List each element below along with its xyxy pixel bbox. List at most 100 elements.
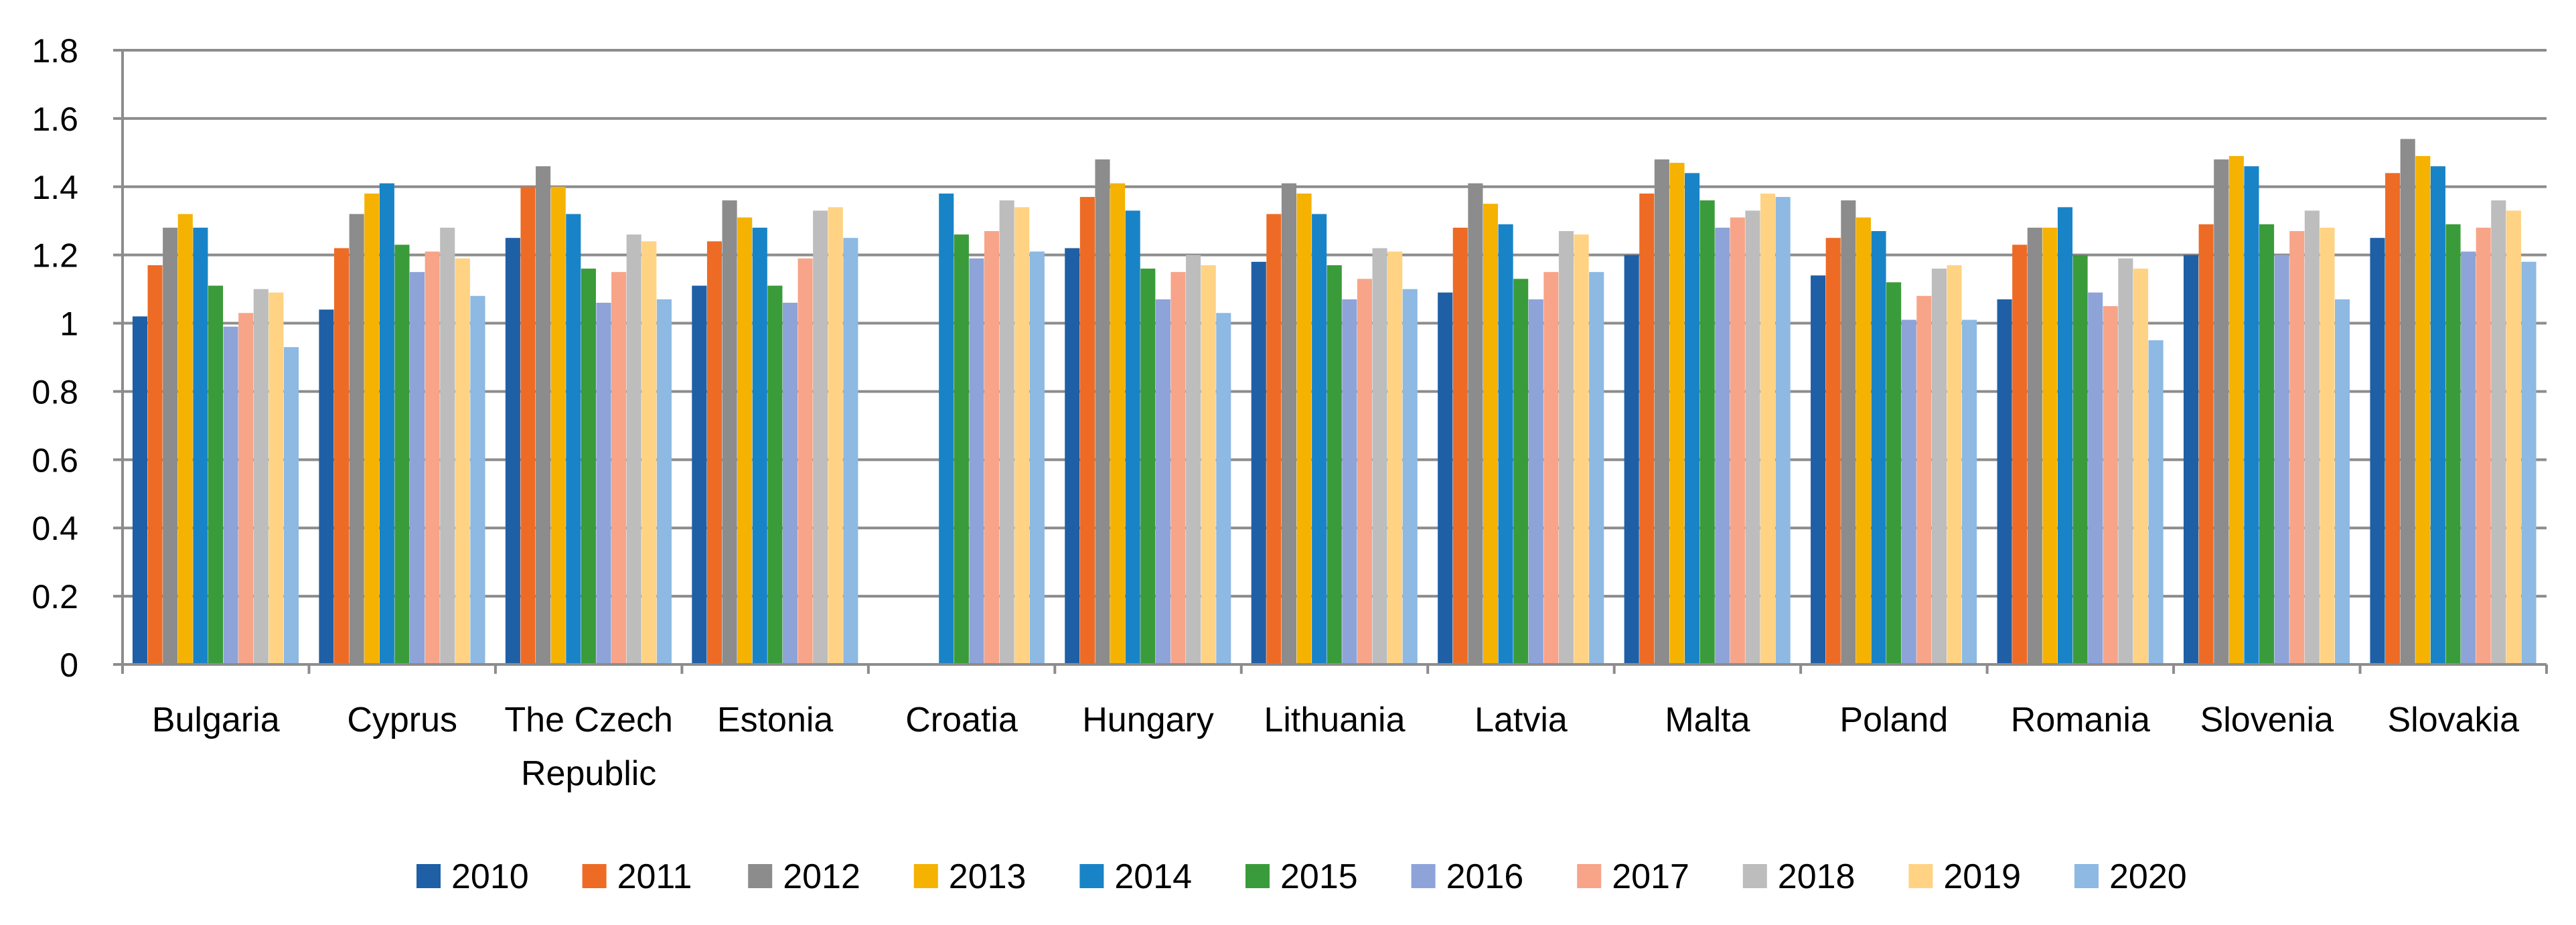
bar-2011 <box>1079 197 1095 664</box>
bar-2012 <box>722 200 737 664</box>
bar-2015 <box>2445 224 2461 664</box>
bar-2018 <box>626 234 641 665</box>
legend-swatch <box>2074 864 2099 888</box>
bar-2019 <box>2506 210 2521 664</box>
legend-item-2015[interactable]: 2015 <box>1245 857 1358 896</box>
bar-2020 <box>470 295 485 664</box>
x-category-label: Slovakia <box>2387 701 2519 739</box>
legend-swatch <box>582 864 607 888</box>
bar-2010 <box>1065 248 1080 665</box>
bar-2012 <box>1095 159 1110 664</box>
bar-2014 <box>1685 173 1700 664</box>
bar-2014 <box>193 227 208 664</box>
bar-2018 <box>440 227 455 664</box>
legend-item-2020[interactable]: 2020 <box>2074 857 2187 896</box>
bar-2017 <box>1916 295 1932 664</box>
bar-2019 <box>455 258 470 664</box>
bar-2018 <box>999 200 1014 664</box>
bar-2015 <box>1513 279 1529 665</box>
bar-2011 <box>520 186 536 664</box>
y-tick-label: 1.2 <box>31 237 78 275</box>
bar-2018 <box>2491 200 2506 664</box>
legend-item-2018[interactable]: 2018 <box>1742 857 1855 896</box>
bar-2012 <box>1654 159 1669 664</box>
bar-2018 <box>1372 248 1387 665</box>
y-tick-label: 0 <box>60 646 78 684</box>
legend-label: 2018 <box>1778 857 1855 896</box>
bar-2010 <box>1438 292 1453 665</box>
bar-2011 <box>2012 244 2028 664</box>
legend-label: 2015 <box>1280 857 1358 896</box>
legend-swatch <box>1245 864 1270 888</box>
legend-item-2016[interactable]: 2016 <box>1411 857 1524 896</box>
x-category-label: Bulgaria <box>152 701 280 739</box>
legend-item-2013[interactable]: 2013 <box>913 857 1027 896</box>
legend-swatch <box>748 864 773 888</box>
bar-2010 <box>2184 255 2199 664</box>
legend-item-2012[interactable]: 2012 <box>748 857 860 896</box>
y-tick-label: 0.6 <box>31 441 78 479</box>
bar-2018 <box>1931 269 1947 664</box>
bar-2020 <box>283 347 299 664</box>
bar-2018 <box>2304 210 2320 664</box>
bar-2017 <box>798 258 813 664</box>
bar-2011 <box>2198 224 2214 664</box>
bar-2011 <box>706 241 723 664</box>
legend-item-2014[interactable]: 2014 <box>1079 857 1192 896</box>
bar-2019 <box>269 292 284 665</box>
bar-2016 <box>2274 255 2289 664</box>
bar-2015 <box>394 244 410 664</box>
bar-2019 <box>1201 265 1216 664</box>
bar-2020 <box>1402 289 1418 664</box>
bar-2011 <box>147 265 163 664</box>
bar-2014 <box>566 214 581 664</box>
legend-label: 2020 <box>2109 857 2187 896</box>
bar-2019 <box>2133 269 2149 664</box>
legend-label: 2016 <box>1446 857 1524 896</box>
x-category-label: Lithuania <box>1264 701 1405 739</box>
bar-2020 <box>1589 272 1604 664</box>
legend-swatch <box>1577 864 1602 888</box>
bar-2019 <box>1947 265 1962 664</box>
bar-2019 <box>1387 251 1403 664</box>
bar-2015 <box>1327 265 1342 664</box>
bar-2014 <box>1312 214 1327 664</box>
bar-2016 <box>596 302 611 664</box>
bar-2015 <box>1140 269 1156 664</box>
bar-2016 <box>409 272 425 664</box>
legend-item-2017[interactable]: 2017 <box>1577 857 1689 896</box>
bar-2015 <box>1699 200 1715 664</box>
legend-swatch <box>1079 864 1104 888</box>
x-category-label: Latvia <box>1474 701 1568 739</box>
bar-2017 <box>1357 279 1372 665</box>
bar-2019 <box>641 241 657 664</box>
x-category-label: Slovenia <box>2200 701 2334 739</box>
bar-2015 <box>2259 224 2275 664</box>
x-category-label: Republic <box>521 754 656 793</box>
bar-2014 <box>2244 166 2259 664</box>
bar-2013 <box>2415 155 2431 664</box>
bar-2016 <box>1342 299 1357 664</box>
bar-2018 <box>1745 210 1760 664</box>
bar-2014 <box>1125 210 1140 664</box>
legend-item-2019[interactable]: 2019 <box>1908 857 2021 896</box>
bar-2020 <box>1775 197 1791 664</box>
legend[interactable]: 2010 2011 2012 2013 2014 2015 2016 2017 2018 2019… <box>416 857 2187 896</box>
bar-2011 <box>1452 227 1468 664</box>
bar-2018 <box>813 210 828 664</box>
legend-item-2011[interactable]: 2011 <box>582 857 692 896</box>
x-category-label: Estonia <box>717 701 834 739</box>
legend-swatch <box>1411 864 1436 888</box>
bar-2017 <box>2103 306 2118 665</box>
bar-2020 <box>656 299 672 664</box>
legend-item-2010[interactable]: 2010 <box>416 857 529 896</box>
bar-2015 <box>2072 255 2088 664</box>
bar-2019 <box>828 207 843 665</box>
bar-2012 <box>349 214 364 664</box>
legend-label: 2014 <box>1114 857 1192 896</box>
x-category-label: Romania <box>2011 701 2150 739</box>
bar-2016 <box>782 302 798 664</box>
bar-2016 <box>2461 251 2476 664</box>
legend-swatch <box>1908 864 1933 888</box>
bar-2013 <box>2228 155 2244 664</box>
